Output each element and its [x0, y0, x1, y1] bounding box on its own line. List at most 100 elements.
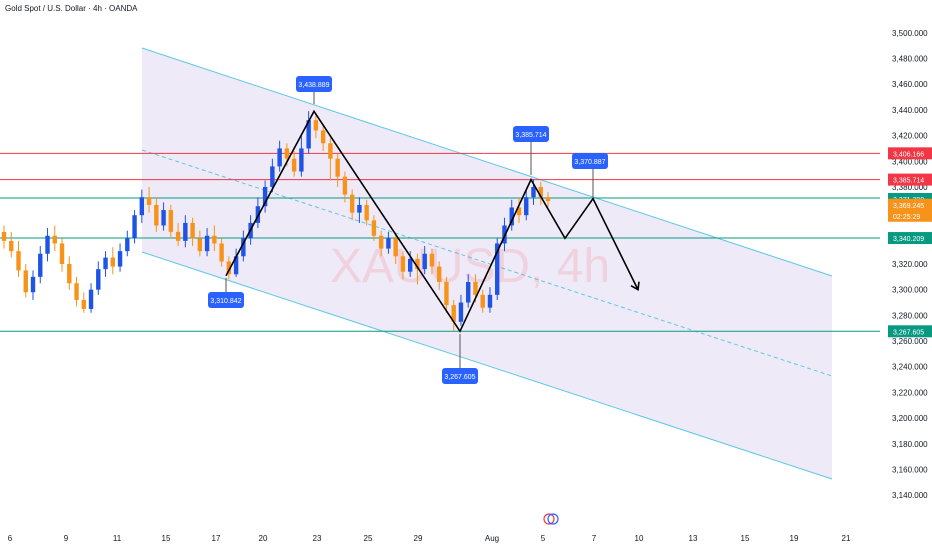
pivot-label-text: 3,267.605 [444, 374, 475, 381]
candle-body [364, 204, 369, 221]
candle-body [415, 258, 420, 270]
candle-body [306, 120, 311, 149]
candle-body [59, 243, 65, 264]
x-tick-label: 5 [541, 534, 546, 543]
horizontal-lines [0, 152, 880, 332]
candle-body [516, 207, 522, 216]
candle-body [444, 281, 449, 306]
y-tick-label: 3,260.000 [892, 337, 928, 346]
candle-body [204, 235, 210, 252]
price-tag-text: 02:25:29 [893, 214, 920, 221]
candle-body [103, 257, 108, 270]
candle-body [139, 197, 145, 216]
candle-body [154, 204, 159, 226]
y-tick-label: 3,280.000 [892, 311, 928, 320]
candle-body [545, 197, 551, 202]
candle-body [509, 207, 514, 226]
pivot-label: 3,438.889 [296, 76, 332, 104]
pivot-label: 3,370.887 [572, 153, 608, 197]
candle-body [437, 266, 442, 282]
price-tag-text: 3,267.605 [893, 329, 924, 336]
y-tick-label: 3,180.000 [892, 440, 928, 449]
candle-body [233, 256, 239, 275]
y-tick-label: 3,420.000 [892, 132, 928, 141]
x-tick-label: 15 [741, 534, 750, 543]
price-tag-text: 3,385.714 [893, 178, 924, 185]
candle-body [197, 238, 203, 252]
candle-body [378, 235, 384, 249]
candle-body [393, 238, 398, 257]
x-tick-label: 21 [842, 534, 851, 543]
chart-title: Gold Spot / U.S. Dollar · 4h · OANDA [5, 4, 138, 13]
y-tick-label: 3,140.000 [892, 491, 928, 500]
event-flag-icon [543, 513, 555, 525]
event-flag-icon [547, 513, 559, 525]
zigzag-path [225, 109, 639, 333]
pivot-label-text: 3,438.889 [298, 82, 329, 89]
price-tag-box [888, 209, 932, 222]
x-tick-label: 20 [259, 534, 268, 543]
x-tick-label: 10 [635, 534, 644, 543]
candle-body [335, 158, 340, 177]
candle-body [270, 166, 275, 187]
pivot-labels: 3,438.889 3,310.842 3,267.605 3,385.714 3,37… [208, 76, 608, 384]
candle-body [473, 281, 478, 295]
y-tick-label: 3,500.000 [892, 29, 928, 38]
pivot-label-box [442, 368, 478, 384]
candle-body [277, 148, 282, 167]
y-tick-label: 3,320.000 [892, 260, 928, 269]
candle-body [495, 243, 500, 295]
price-tags: 3,406.1663,385.7143,371.3983,369.24502:2… [888, 147, 932, 338]
candle-body [538, 186, 543, 198]
candles [1, 111, 551, 331]
pivot-label-text: 3,385.714 [515, 132, 546, 139]
x-tick-label: 11 [113, 534, 122, 543]
pivot-label-text: 3,310.842 [210, 298, 241, 305]
candle-body [81, 299, 86, 309]
y-tick-label: 3,400.000 [892, 157, 928, 166]
y-tick-label: 3,480.000 [892, 55, 928, 64]
candle-body [110, 257, 115, 267]
x-tick-label: 7 [592, 534, 597, 543]
price-tag-box [888, 173, 932, 186]
candle-body [183, 222, 188, 241]
x-tick-label: 9 [64, 534, 69, 543]
candle-body [117, 251, 123, 267]
candle-body [212, 235, 217, 244]
candle-body [175, 231, 181, 241]
candle-body [67, 264, 72, 284]
price-tag-box [888, 325, 932, 338]
x-tick-label: Aug [485, 534, 499, 543]
candle-body [96, 269, 101, 290]
channel-fill [142, 48, 832, 479]
candle-body [313, 120, 319, 131]
candle-body [531, 186, 536, 198]
candle-body [262, 186, 268, 207]
candle-body [52, 235, 57, 244]
x-tick-label: 6 [8, 534, 13, 543]
candle-body [386, 238, 391, 249]
candle-body [328, 143, 333, 159]
y-tick-label: 3,380.000 [892, 183, 928, 192]
x-axis: 6 9 11 15 17 20 23 25 29 Aug 5 7 10 13 15 19 21 [8, 513, 851, 543]
x-tick-label: 29 [414, 534, 423, 543]
candle-body [226, 261, 232, 275]
candle-body [291, 158, 297, 172]
pivot-label-box [513, 126, 549, 142]
price-tag-text: 3,340.209 [893, 236, 924, 243]
pivot-label: 3,267.605 [442, 334, 478, 384]
x-tick-label: 15 [162, 534, 171, 543]
candle-body [74, 283, 79, 300]
channel-mid-line [141, 149, 833, 377]
pivot-label: 3,310.842 [208, 278, 244, 308]
y-tick-label: 3,160.000 [892, 465, 928, 474]
x-tick-label: 17 [212, 534, 221, 543]
candle-body [146, 197, 152, 205]
y-axis: 3,140.000 3,160.000 3,180.000 3,200.000 3,22… [892, 29, 928, 500]
x-tick-label: 19 [790, 534, 799, 543]
price-tag-box [888, 147, 932, 160]
candle-body [190, 222, 195, 239]
pivot-label: 3,385.714 [513, 126, 549, 175]
candle-body [161, 210, 166, 226]
